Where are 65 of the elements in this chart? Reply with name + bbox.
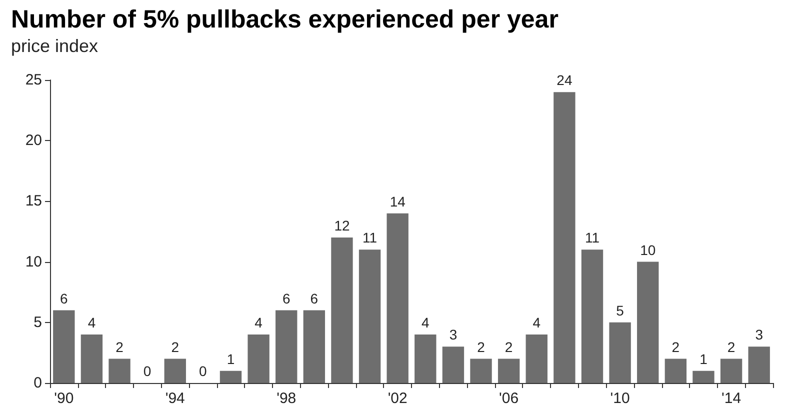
bar <box>248 334 270 383</box>
bar <box>526 334 548 383</box>
data-label: 11 <box>362 230 378 246</box>
x-tick-label: '94 <box>165 390 185 407</box>
bar <box>414 334 436 383</box>
x-tick-label: '90 <box>54 390 74 407</box>
bar <box>720 358 742 383</box>
bar <box>609 322 631 383</box>
y-tick-label: 5 <box>34 314 42 331</box>
bar <box>53 310 75 383</box>
data-label: 2 <box>727 338 736 355</box>
data-label: 2 <box>116 338 124 355</box>
bar <box>164 358 186 383</box>
data-label: 2 <box>171 338 180 355</box>
data-label: 1 <box>226 350 235 367</box>
y-tick-label: 15 <box>25 192 42 210</box>
chart-title: Number of 5% pullbacks experienced per year <box>11 6 559 34</box>
data-label: 4 <box>532 314 541 331</box>
bar <box>331 238 353 383</box>
bar <box>470 358 492 383</box>
x-tick-label: '02 <box>388 390 408 407</box>
y-tick-label: 10 <box>25 253 42 270</box>
y-tick-label: 20 <box>25 132 42 150</box>
bar <box>303 310 326 383</box>
chart-subtitle: price index <box>11 36 98 56</box>
data-label: 12 <box>334 218 350 234</box>
data-label: 3 <box>449 326 458 343</box>
y-tick-label: 0 <box>34 374 42 392</box>
x-tick-label: '06 <box>499 390 519 407</box>
data-label: 6 <box>60 290 68 306</box>
bar <box>554 92 576 383</box>
data-label: 2 <box>672 338 680 355</box>
data-label: 6 <box>310 290 318 306</box>
bar <box>664 358 687 383</box>
bar <box>637 262 659 383</box>
x-tick-label: '10 <box>610 390 630 407</box>
bar <box>692 370 714 383</box>
data-label: 2 <box>504 338 513 355</box>
data-label: 4 <box>254 314 263 331</box>
x-tick-label: '14 <box>722 390 742 407</box>
data-label: 2 <box>477 338 486 355</box>
y-tick-label: 25 <box>25 72 42 88</box>
data-label: 14 <box>390 193 406 210</box>
bar <box>498 358 520 383</box>
bar <box>386 213 408 383</box>
data-label: 11 <box>584 230 600 246</box>
data-label: 24 <box>556 72 572 88</box>
data-label: 10 <box>640 242 656 258</box>
bar <box>581 250 604 383</box>
data-label: 3 <box>755 326 764 343</box>
bar <box>108 358 130 383</box>
bar <box>358 250 381 383</box>
bar <box>442 346 464 383</box>
x-tick-label: '98 <box>276 390 296 407</box>
data-label: 4 <box>422 314 430 331</box>
bar <box>80 334 103 383</box>
bar <box>276 310 298 383</box>
data-label: 4 <box>88 314 96 331</box>
data-label: 6 <box>282 290 290 306</box>
bar <box>748 346 770 383</box>
data-label: 0 <box>143 363 152 379</box>
data-label: 0 <box>199 363 208 379</box>
data-label: 5 <box>616 302 624 318</box>
bar <box>220 370 242 383</box>
data-label: 1 <box>700 350 708 367</box>
